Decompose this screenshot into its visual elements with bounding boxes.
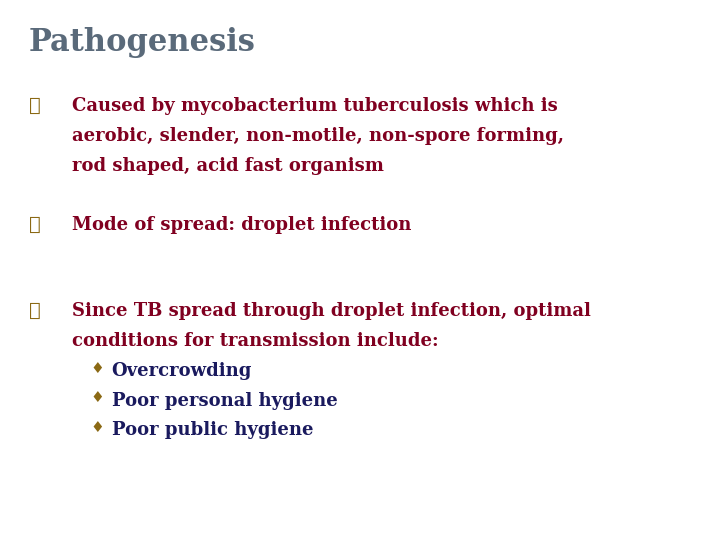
Text: ♦: ♦ <box>90 421 104 435</box>
Text: ❖: ❖ <box>29 302 40 320</box>
Text: Pathogenesis: Pathogenesis <box>29 27 256 58</box>
Text: ❖: ❖ <box>29 97 40 115</box>
Text: Since TB spread through droplet infection, optimal: Since TB spread through droplet infectio… <box>72 302 591 320</box>
Text: ♦: ♦ <box>90 362 104 376</box>
Text: Poor personal hygiene: Poor personal hygiene <box>112 392 338 409</box>
Text: Mode of spread: droplet infection: Mode of spread: droplet infection <box>72 216 411 234</box>
Text: conditions for transmission include:: conditions for transmission include: <box>72 332 438 350</box>
Text: Poor public hygiene: Poor public hygiene <box>112 421 313 439</box>
Text: ♦: ♦ <box>90 392 104 406</box>
Text: Overcrowding: Overcrowding <box>112 362 252 380</box>
Text: aerobic, slender, non-motile, non-spore forming,: aerobic, slender, non-motile, non-spore … <box>72 127 564 145</box>
Text: Caused by mycobacterium tuberculosis which is: Caused by mycobacterium tuberculosis whi… <box>72 97 558 115</box>
Text: rod shaped, acid fast organism: rod shaped, acid fast organism <box>72 157 384 174</box>
Text: ❖: ❖ <box>29 216 40 234</box>
